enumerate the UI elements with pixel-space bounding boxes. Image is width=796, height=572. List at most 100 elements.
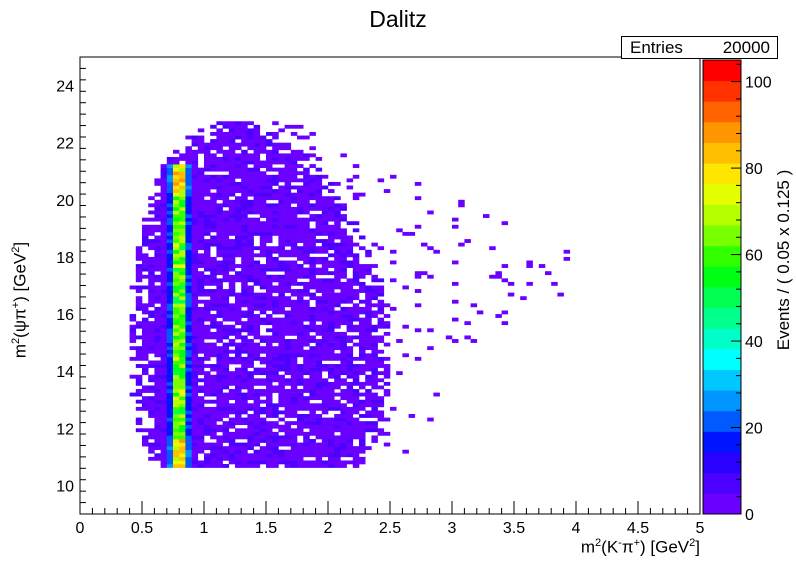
heatmap-cell xyxy=(142,406,149,411)
heatmap-cell xyxy=(241,310,248,315)
heatmap-cell xyxy=(179,417,186,422)
heatmap-cell xyxy=(191,139,199,143)
heatmap-cell xyxy=(328,421,335,426)
heatmap-cell xyxy=(266,339,273,343)
heatmap-cell xyxy=(340,356,347,361)
heatmap-cell xyxy=(272,446,279,451)
heatmap-cell xyxy=(303,335,310,340)
heatmap-cell xyxy=(334,210,341,215)
heatmap-cell xyxy=(173,199,180,204)
heatmap-cell xyxy=(328,339,335,343)
heatmap-cell xyxy=(377,321,385,326)
heatmap-cell xyxy=(216,439,223,443)
heatmap-cell xyxy=(328,228,335,233)
heatmap-cell xyxy=(352,342,360,347)
heatmap-cell xyxy=(334,310,341,315)
heatmap-cell xyxy=(228,281,236,286)
heatmap-cell xyxy=(290,253,298,258)
heatmap-cell xyxy=(235,235,242,240)
heatmap-cell xyxy=(259,428,267,433)
heatmap-cell xyxy=(278,306,285,311)
color-scale-step xyxy=(703,101,741,123)
heatmap-cell xyxy=(154,181,161,186)
heatmap-cell xyxy=(259,399,267,404)
heatmap-cell xyxy=(253,367,261,372)
heatmap-cell xyxy=(278,367,285,372)
heatmap-cell xyxy=(371,314,378,318)
heatmap-cell xyxy=(309,146,316,151)
heatmap-cell xyxy=(247,324,254,329)
heatmap-cell xyxy=(328,303,335,308)
heatmap-cell xyxy=(328,271,335,276)
heatmap-cell xyxy=(284,392,292,397)
heatmap-cell xyxy=(284,328,292,333)
heatmap-cell xyxy=(321,410,329,415)
heatmap-cell xyxy=(222,249,230,254)
heatmap-cell xyxy=(303,414,310,418)
heatmap-cell xyxy=(166,399,174,404)
heatmap-cell xyxy=(340,396,347,401)
heatmap-cell xyxy=(365,317,372,322)
heatmap-cell xyxy=(334,335,341,340)
heatmap-cell xyxy=(235,317,242,322)
heatmap-cell xyxy=(216,442,223,447)
heatmap-cell xyxy=(297,235,304,240)
heatmap-cell xyxy=(272,231,279,236)
heatmap-cell xyxy=(160,221,168,226)
heatmap-cell xyxy=(222,378,230,383)
heatmap-cell xyxy=(359,192,366,197)
heatmap-cell xyxy=(210,146,217,151)
heatmap-cell xyxy=(210,271,217,276)
heatmap-cell xyxy=(352,367,360,372)
heatmap-cell xyxy=(160,210,168,215)
heatmap-cell xyxy=(334,274,341,279)
heatmap-cell xyxy=(309,278,316,283)
heatmap-cell xyxy=(222,421,230,426)
heatmap-cell xyxy=(365,321,372,326)
heatmap-cell xyxy=(321,281,329,286)
heatmap-cell xyxy=(303,464,310,468)
heatmap-cell xyxy=(272,256,279,261)
heatmap-cell xyxy=(328,428,335,433)
heatmap-cell xyxy=(402,353,409,358)
heatmap-cell xyxy=(228,164,236,168)
heatmap-cell xyxy=(210,410,217,415)
heatmap-cell xyxy=(328,306,335,311)
heatmap-cell xyxy=(179,449,186,454)
heatmap-cell xyxy=(334,314,341,318)
heatmap-cell xyxy=(352,371,360,376)
heatmap-cell xyxy=(235,303,242,308)
heatmap-cell xyxy=(216,417,223,422)
heatmap-cell xyxy=(303,449,310,454)
heatmap-cell xyxy=(228,267,236,272)
heatmap-cell xyxy=(160,328,168,333)
heatmap-cell xyxy=(204,446,211,451)
heatmap-cell xyxy=(222,456,230,461)
heatmap-cell xyxy=(278,331,285,336)
heatmap-cell xyxy=(278,456,285,461)
heatmap-cell xyxy=(365,339,372,343)
heatmap-cell xyxy=(278,410,285,415)
heatmap-cell xyxy=(297,306,304,311)
heatmap-cell xyxy=(365,381,372,386)
heatmap-cell xyxy=(334,278,341,283)
heatmap-cell xyxy=(259,149,267,154)
heatmap-cell xyxy=(222,185,230,190)
heatmap-cell xyxy=(321,214,329,218)
heatmap-cell xyxy=(148,435,155,440)
heatmap-cell xyxy=(185,217,192,222)
heatmap-cell xyxy=(408,231,416,236)
heatmap-cell xyxy=(241,374,248,379)
heatmap-cell xyxy=(321,331,329,336)
color-scale-step xyxy=(703,121,741,143)
heatmap-cell xyxy=(154,299,161,304)
color-scale-step xyxy=(703,472,741,494)
heatmap-cell xyxy=(377,414,385,418)
heatmap-cell xyxy=(452,317,459,322)
heatmap-cell xyxy=(315,446,323,451)
heatmap-cell xyxy=(166,406,174,411)
heatmap-cell xyxy=(315,224,323,229)
heatmap-cell xyxy=(266,364,273,368)
heatmap-cell xyxy=(303,342,310,347)
heatmap-cell xyxy=(179,260,186,265)
